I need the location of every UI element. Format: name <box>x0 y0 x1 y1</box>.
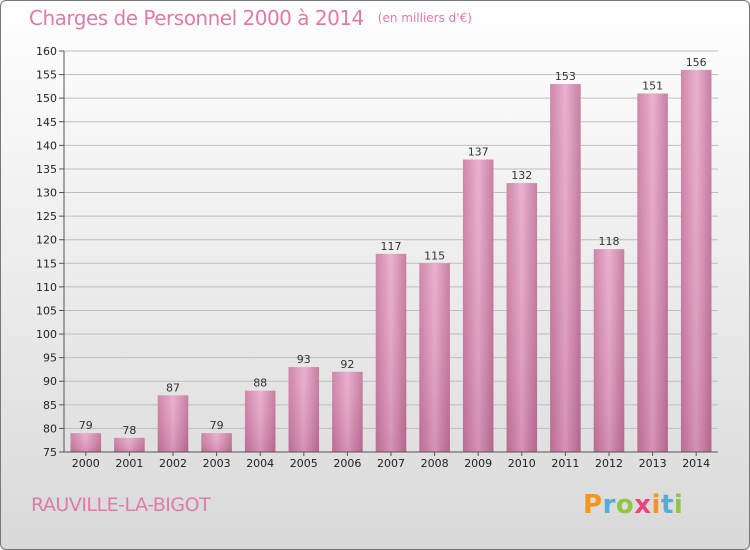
y-tick-label: 90 <box>43 375 57 388</box>
logo-letter: i <box>651 490 661 520</box>
bar-shade-2009 <box>462 159 494 452</box>
y-tick-label: 85 <box>43 399 57 412</box>
bar-shade-2005 <box>288 367 320 452</box>
bar-layer: 79 78 87 79 88 93 92 117 115 137 132 153 118 151 156 <box>70 56 712 452</box>
axis-layer: 75 80 85 90 95 100 105 110 115 120 125 130 135 140 145… <box>36 45 718 470</box>
y-tick-label: 80 <box>43 422 57 435</box>
value-label: 117 <box>381 240 402 253</box>
x-tick-label: 2006 <box>333 457 361 470</box>
commune-name: RAUVILLE-LA-BIGOT <box>31 494 211 516</box>
value-label: 79 <box>210 419 224 432</box>
x-tick-label: 2000 <box>72 457 100 470</box>
y-tick-label: 105 <box>36 304 57 317</box>
value-label: 79 <box>79 419 93 432</box>
y-tick-label: 75 <box>43 446 57 459</box>
value-label: 132 <box>511 169 532 182</box>
x-tick-label: 2004 <box>246 457 274 470</box>
value-label: 88 <box>253 377 267 390</box>
y-tick-label: 155 <box>36 69 57 82</box>
value-label: 78 <box>122 424 136 437</box>
value-label: 153 <box>555 70 576 83</box>
bar-shade-2002 <box>157 395 189 452</box>
x-tick-label: 2003 <box>203 457 231 470</box>
value-label: 156 <box>686 56 707 69</box>
bar-shade-2000 <box>70 433 102 452</box>
y-tick-label: 95 <box>43 352 57 365</box>
x-tick-label: 2014 <box>682 457 710 470</box>
y-tick-label: 130 <box>36 187 57 200</box>
bar-shade-2007 <box>375 253 407 452</box>
y-tick-label: 125 <box>36 210 57 223</box>
bar-shade-2014 <box>680 69 712 452</box>
logo-letter: t <box>660 490 674 520</box>
bar-shade-2008 <box>419 263 450 452</box>
chart-subtitle: (en milliers d'€) <box>377 11 472 25</box>
bar-shade-2006 <box>332 371 363 452</box>
bar-shade-2003 <box>201 433 232 452</box>
proxiti-logo: Proxiti <box>583 490 683 520</box>
y-tick-label: 160 <box>36 45 57 58</box>
bar-shade-2004 <box>244 390 276 452</box>
bar-shade-2013 <box>637 93 668 452</box>
value-label: 115 <box>424 249 445 262</box>
logo-letter: o <box>615 490 635 520</box>
title-row: Charges de Personnel 2000 à 2014 (en mill… <box>29 6 472 30</box>
y-tick-label: 120 <box>36 234 57 247</box>
value-label: 93 <box>297 353 311 366</box>
logo-letter: r <box>602 490 616 520</box>
y-tick-label: 115 <box>36 257 57 270</box>
chart-title: Charges de Personnel 2000 à 2014 <box>29 6 364 30</box>
y-tick-label: 145 <box>36 116 57 129</box>
logo-letter: x <box>634 490 652 520</box>
x-tick-label: 2005 <box>290 457 318 470</box>
y-tick-label: 110 <box>36 281 57 294</box>
bar-shade-2010 <box>506 183 538 452</box>
x-tick-label: 2009 <box>464 457 492 470</box>
value-label: 151 <box>642 79 663 92</box>
bar-shade-2001 <box>114 437 145 452</box>
x-tick-label: 2001 <box>115 457 143 470</box>
logo-letter: i <box>673 490 684 520</box>
x-tick-label: 2011 <box>551 457 579 470</box>
x-tick-label: 2012 <box>595 457 623 470</box>
value-label: 87 <box>166 381 180 394</box>
logo-letter: P <box>583 490 603 520</box>
y-tick-label: 140 <box>36 139 57 152</box>
bar-shade-2011 <box>550 84 581 452</box>
x-tick-label: 2008 <box>421 457 449 470</box>
value-label: 92 <box>340 358 354 371</box>
bar-shade-2012 <box>593 249 625 452</box>
x-tick-label: 2002 <box>159 457 187 470</box>
value-label: 118 <box>599 235 620 248</box>
x-tick-label: 2013 <box>639 457 667 470</box>
value-label: 137 <box>468 146 489 159</box>
y-tick-label: 150 <box>36 92 57 105</box>
x-tick-label: 2007 <box>377 457 405 470</box>
y-tick-label: 135 <box>36 163 57 176</box>
x-tick-label: 2010 <box>508 457 536 470</box>
y-tick-label: 100 <box>36 328 57 341</box>
